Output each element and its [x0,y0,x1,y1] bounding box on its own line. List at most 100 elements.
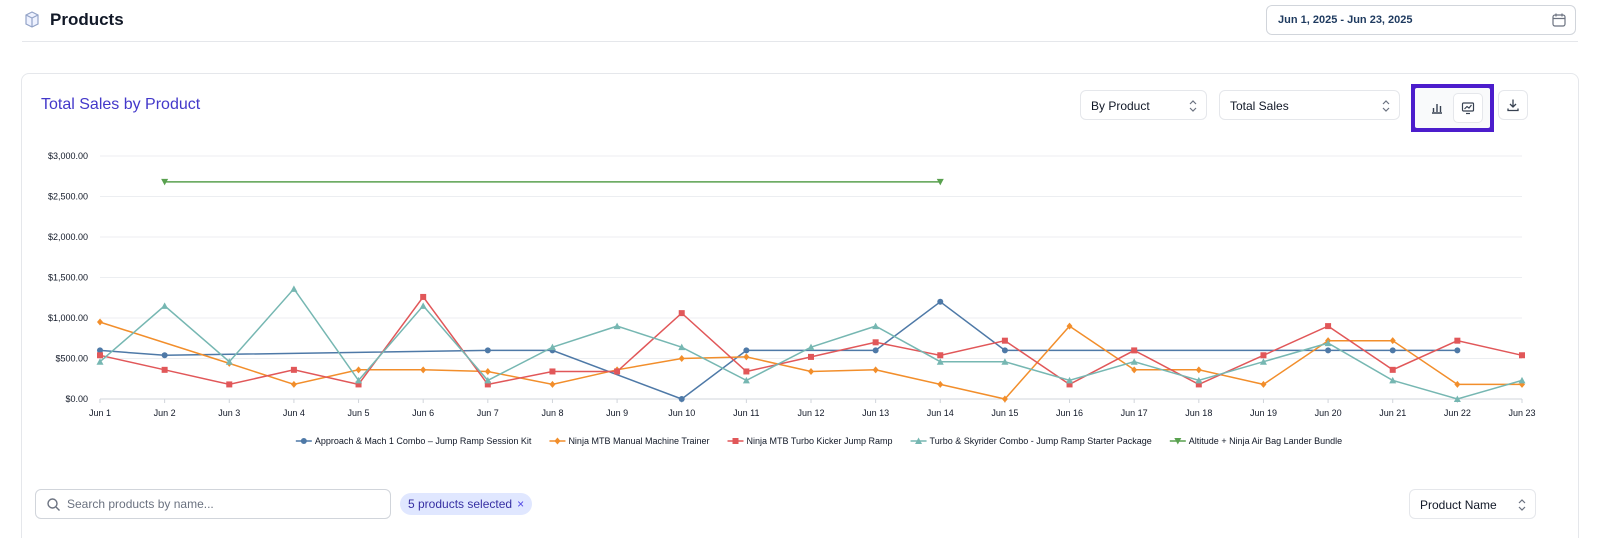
search-icon [47,498,60,511]
legend-marker [732,438,739,444]
search-input[interactable] [67,493,383,515]
series-line [99,300,1458,400]
metric-select[interactable]: Total Sales [1219,90,1400,120]
data-point [1259,358,1267,365]
chevron-updown-icon [1189,100,1197,112]
data-point [484,367,491,375]
sort-value: Product Name [1420,498,1497,512]
bar-view-button[interactable] [1423,94,1451,122]
data-point [161,178,169,186]
data-point [1389,337,1396,345]
data-point [1001,358,1009,365]
bar-chart-icon [1432,104,1442,114]
data-point [1001,337,1008,344]
data-point [548,343,556,351]
x-tick-label: Jun 6 [412,408,434,418]
legend-label: Turbo & Skyrider Combo - Jump Ramp Start… [930,436,1152,446]
data-point [743,347,750,354]
data-point [161,302,169,309]
x-tick-label: Jun 19 [1250,408,1277,418]
chart-view-toggle-group [1415,88,1490,128]
chart-view-toggle [1411,84,1494,132]
data-point [484,376,492,384]
data-point [872,347,879,354]
y-tick-label: $500.00 [55,354,88,364]
close-icon[interactable]: × [517,497,525,511]
x-tick-label: Jun 15 [991,408,1018,418]
data-point [549,380,556,388]
data-point [937,352,944,359]
data-point [1195,376,1203,384]
data-point [808,353,814,360]
x-tick-label: Jun 22 [1444,408,1471,418]
data-point [355,381,362,388]
data-point [226,381,233,388]
x-tick-label: Jun 23 [1508,408,1535,418]
x-tick-label: Jun 21 [1379,408,1406,418]
data-point [1131,347,1138,354]
line-chart: $0.00 $500.00 $1,000.00 $1,500.00 $2,000.00 $… [48,151,1536,446]
data-point [419,302,427,309]
data-point [1519,352,1525,359]
sort-select[interactable]: Product Name [1409,489,1536,519]
x-tick-label: Jun 12 [797,408,824,418]
data-point [678,310,685,317]
x-tick-label: Jun 1 [89,408,111,418]
data-point [484,347,491,354]
data-point [1389,366,1396,373]
data-point [1195,366,1202,374]
x-tick-label: Jun 8 [541,408,563,418]
x-tick-label: Jun 11 [733,408,759,418]
line-view-button[interactable] [1454,94,1482,122]
data-point [1131,366,1138,374]
legend-label: Altitude + Ninja Air Bag Lander Bundle [1189,436,1342,446]
data-point [807,343,815,351]
product-search[interactable] [35,489,391,519]
data-point [1195,381,1202,388]
data-point [161,352,168,359]
data-point [872,339,879,346]
series-line [99,321,1522,400]
data-point [355,376,363,384]
date-range-value: Jun 1, 2025 - Jun 23, 2025 [1278,14,1413,26]
data-point [1325,323,1332,330]
data-point [1001,347,1008,354]
data-point [613,322,621,330]
data-point [743,353,750,361]
y-tick-label: $1,000.00 [48,313,88,323]
y-tick-label: $1,500.00 [48,273,88,283]
download-button[interactable] [1498,90,1528,120]
y-tick-label: $3,000.00 [48,151,88,161]
x-tick-label: Jun 9 [606,408,628,418]
chevron-updown-icon [1382,100,1390,112]
data-point [225,358,233,365]
x-tick-label: Jun 14 [927,408,954,418]
download-icon [1507,99,1519,112]
data-point [937,380,944,388]
data-point [1066,376,1074,384]
x-tick-label: Jun 2 [154,408,176,418]
page-header: Products Jun 1, 2025 - Jun 23, 2025 [22,0,1578,42]
data-point [1130,358,1138,365]
data-point [1518,376,1526,384]
group-by-select[interactable]: By Product [1080,90,1207,120]
data-point [1454,380,1461,388]
data-point [678,355,685,362]
package-icon [25,11,39,28]
data-point [1066,381,1073,388]
metric-value: Total Sales [1230,99,1289,113]
data-point [161,366,168,373]
y-tick-label: $0.00 [65,394,88,404]
x-tick-label: Jun 7 [477,408,499,418]
chip-label: 5 products selected [408,497,513,511]
data-point [936,178,944,186]
x-tick-label: Jun 16 [1056,408,1083,418]
x-tick-label: Jun 17 [1121,408,1148,418]
y-tick-label: $2,500.00 [48,192,88,202]
date-range-picker[interactable]: Jun 1, 2025 - Jun 23, 2025 [1266,5,1576,35]
legend-marker [300,438,307,444]
x-tick-label: Jun 13 [862,408,889,418]
data-point [1260,352,1267,359]
data-point [808,367,814,375]
data-point [1325,347,1332,354]
